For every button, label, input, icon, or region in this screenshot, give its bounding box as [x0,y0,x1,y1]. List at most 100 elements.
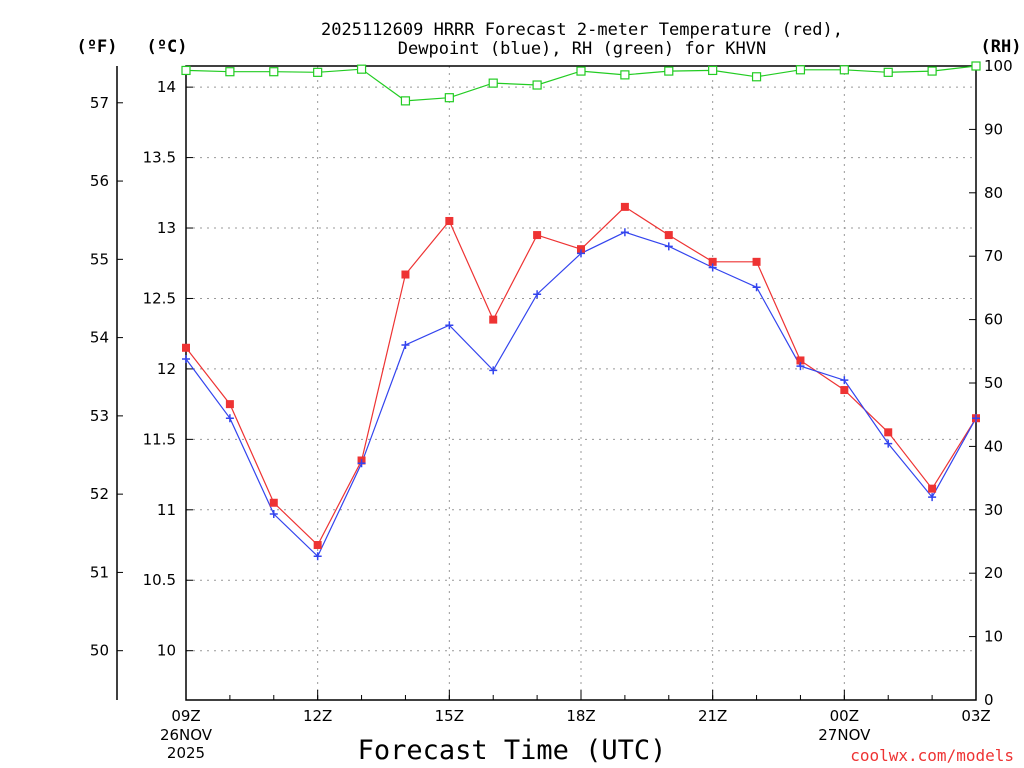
temperature-point [313,541,322,550]
chart-title-line-2: Dewpoint (blue), RH (green) for KHVN [398,39,766,59]
rh-point [444,93,454,103]
rh-tick-label: 50 [984,374,1003,392]
fahrenheit-tick-label: 57 [90,94,109,112]
temperature-point [884,428,893,437]
celsius-tick-label: 12 [157,360,176,378]
temperature-point [269,498,278,507]
source-credit: coolwx.com/models [850,746,1014,765]
x-tick-label: 09Z [171,707,200,725]
chart-title-line-1: 2025112609 HRRR Forecast 2-meter Tempera… [321,20,843,40]
dewpoint-point [664,242,673,251]
rh-point [356,64,367,74]
temperature-point [533,231,542,240]
dewpoint-point [796,362,805,371]
x-axis-label: Forecast Time (UTC) [358,735,667,766]
rh-tick-label: 30 [984,501,1003,519]
temperature-point [489,315,498,324]
rh-point [181,65,191,76]
x-tick-label: 00Z [830,707,859,725]
dewpoint-point [313,552,322,561]
temperature-point [796,356,805,365]
celsius-tick-label: 14 [157,78,176,96]
rh-tick-label: 90 [984,120,1003,138]
rh-point [400,96,411,106]
dewpoint-point [225,414,234,423]
rh-point [664,66,674,76]
temperature-point [225,400,234,409]
dewpoint-point [357,459,366,468]
temperature-point [620,202,629,211]
celsius-tick-label: 11.5 [143,430,176,448]
rh-point [576,66,586,76]
rh-tick-label: 80 [984,184,1003,202]
rh-point [488,78,498,88]
dewpoint-point [972,414,980,423]
rh-tick-label: 0 [984,691,994,709]
dewpoint-point [752,283,761,292]
axes [116,65,977,701]
rh-tick-label: 40 [984,437,1003,455]
temperature-point [182,343,190,352]
x-tick-label: 15Z [435,707,464,725]
temperature-point [840,386,849,395]
ticks: 10 10.5 11 11.5 12 12.5 13 13.5 14 50 51 52 53 54 55 56… [90,57,1013,762]
rh-point [620,70,630,80]
celsius-unit-label: (ºC) [147,37,188,57]
x-tick-year: 2025 [167,744,205,762]
dewpoint-point [620,228,629,237]
fahrenheit-tick-label: 53 [90,407,109,425]
celsius-tick-label: 13 [157,219,176,237]
fahrenheit-tick-label: 54 [90,329,109,347]
temperature-point [577,245,585,254]
rh-point [313,67,323,77]
rh-tick-label: 10 [984,628,1003,646]
fahrenheit-tick-label: 51 [90,563,109,581]
rh-tick-label: 100 [984,57,1013,75]
rh-point [225,67,235,77]
grid [186,66,976,700]
celsius-tick-label: 12.5 [143,289,176,307]
fahrenheit-unit-label: (ºF) [77,37,118,57]
temperature-point [752,257,761,266]
x-tick-label: 18Z [566,707,595,725]
dewpoint-point [401,340,410,349]
markers [181,61,981,561]
temperature-point [708,257,717,266]
dewpoint-point [182,355,190,364]
dewpoint-point [928,493,937,502]
temperature-point [928,484,937,493]
celsius-tick-label: 10 [157,642,176,660]
rh-unit-label: (RH) [981,37,1022,57]
temperature-point [664,231,673,240]
rh-point [269,67,279,77]
rh-point [751,72,762,82]
fahrenheit-tick-label: 55 [90,250,109,268]
celsius-tick-label: 11 [157,501,176,519]
fahrenheit-tick-label: 50 [90,642,109,660]
rh-tick-label: 20 [984,564,1003,582]
x-tick-date: 26NOV [160,726,213,744]
dewpoint-point [489,366,498,375]
fahrenheit-tick-label: 56 [90,172,109,190]
celsius-tick-label: 10.5 [143,571,176,589]
rh-tick-label: 60 [984,311,1003,329]
x-tick-label: 12Z [303,707,332,725]
x-tick-date: 27NOV [818,726,871,744]
temperature-point [401,270,410,279]
rh-point [795,65,806,75]
dewpoint-point [577,249,585,258]
temperature-point [445,216,454,225]
celsius-tick-label: 13.5 [143,149,176,167]
dewpoint-point [533,290,542,299]
rh-point [839,65,849,75]
dewpoint-point [840,376,849,385]
x-tick-label: 21Z [698,707,727,725]
rh-point [532,80,542,90]
rh-point [971,61,981,71]
x-tick-label: 03Z [961,707,990,725]
rh-point [883,67,893,77]
dewpoint-point [884,439,893,448]
fahrenheit-tick-label: 52 [90,485,109,503]
rh-point [927,66,937,76]
